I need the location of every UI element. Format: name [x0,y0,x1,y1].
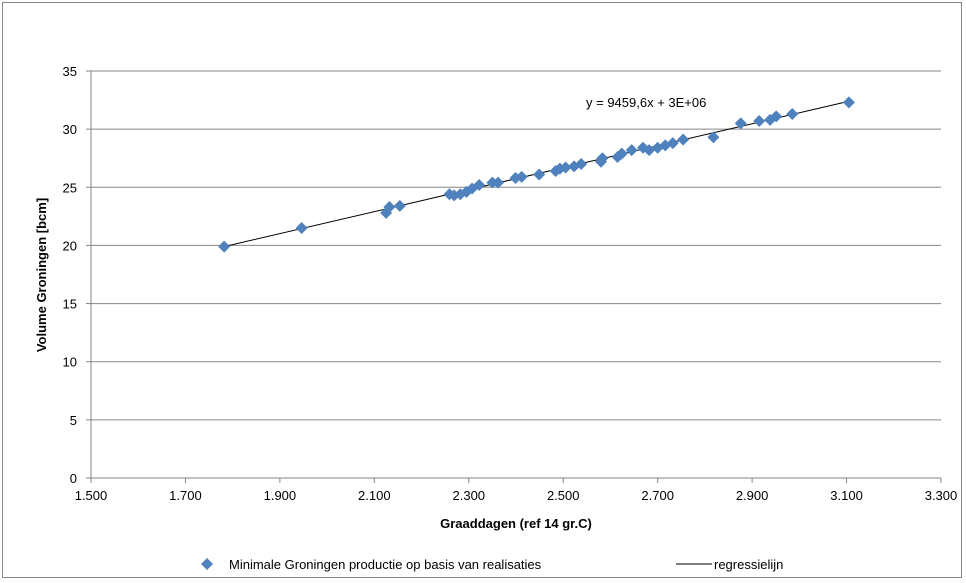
x-tick-label: 2.300 [453,488,486,503]
data-points [218,96,855,252]
y-axis-title: Volume Groningen [bcm] [34,198,49,352]
y-tick-label: 5 [70,413,77,428]
axes [86,71,941,483]
y-tick-label: 10 [63,355,77,370]
legend-diamond-marker [201,558,213,570]
data-point-diamond [753,115,765,127]
y-tick-label: 25 [63,180,77,195]
tick-labels: 0 5 10 15 20 25 30 35 1.500 1.700 1.900 2.100 2.300 2… [63,64,958,503]
legend: Minimale Groningen productie op basis va… [201,557,783,572]
gridlines [91,71,941,420]
data-point-diamond [626,144,638,156]
data-point-diamond [786,108,798,120]
x-tick-label: 3.100 [830,488,863,503]
data-point-diamond [394,200,406,212]
data-point-diamond [677,134,689,146]
data-point-diamond [533,168,545,180]
data-point-diamond [218,241,230,253]
y-tick-label: 15 [63,297,77,312]
data-point-diamond [843,96,855,108]
x-tick-label: 2.500 [547,488,580,503]
regression-equation: y = 9459,6x + 3E+06 [586,95,706,110]
x-axis-title: Graaddagen (ref 14 gr.C) [440,516,592,531]
x-tick-label: 2.100 [358,488,391,503]
data-point-diamond [707,131,719,143]
y-tick-label: 35 [63,64,77,79]
x-tick-label: 1.700 [169,488,202,503]
y-tick-label: 20 [63,238,77,253]
legend-label-line: regressielijn [714,557,783,572]
x-tick-label: 2.700 [641,488,674,503]
x-tick-label: 3.300 [925,488,958,503]
x-tick-label: 2.900 [736,488,769,503]
legend-label-scatter: Minimale Groningen productie op basis va… [229,557,542,572]
y-tick-label: 30 [63,122,77,137]
data-point-diamond [296,222,308,234]
y-tick-label: 0 [70,471,77,486]
x-tick-label: 1.900 [264,488,297,503]
x-tick-label: 1.500 [75,488,108,503]
